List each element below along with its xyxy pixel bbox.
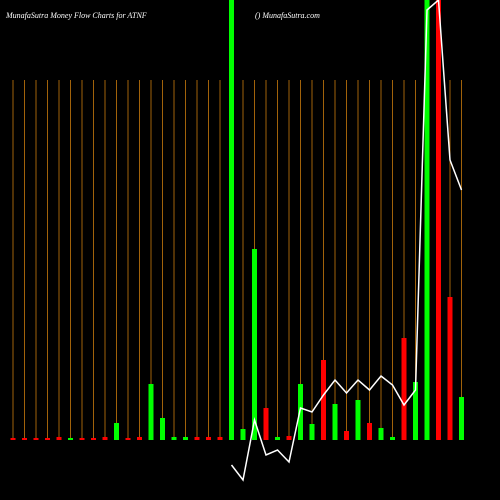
bar (275, 437, 280, 440)
bar (114, 423, 119, 440)
flow-line (230, 0, 463, 482)
bar (286, 436, 292, 440)
bar (33, 438, 39, 440)
bar (137, 437, 142, 440)
bar (45, 438, 50, 440)
bar (298, 384, 303, 440)
bar (148, 384, 154, 440)
bar (263, 408, 269, 440)
chart-subtitle: () MunafaSutra.com (255, 11, 320, 20)
bar (91, 438, 96, 440)
bar (171, 437, 177, 440)
bar (252, 249, 257, 440)
bar (413, 382, 418, 440)
bar (206, 437, 211, 440)
bar (125, 438, 131, 440)
bar (194, 437, 200, 440)
bar (332, 404, 338, 440)
bar (459, 397, 464, 440)
bar (355, 400, 361, 440)
bar (160, 418, 165, 440)
bar (321, 360, 326, 440)
bar (229, 0, 234, 440)
bar (217, 437, 223, 440)
bar (68, 438, 73, 440)
bar (390, 437, 395, 440)
chart-title: MunafaSutra Money Flow Charts for ATNF (5, 11, 147, 20)
bar (22, 438, 27, 440)
bar (401, 338, 407, 440)
bar (436, 0, 441, 440)
bar (10, 438, 16, 440)
bar (240, 429, 246, 440)
bar (367, 423, 372, 440)
bar (56, 437, 62, 440)
bar (102, 437, 108, 440)
bar (447, 297, 453, 440)
bar (309, 424, 315, 440)
bar (378, 428, 384, 440)
bar (183, 437, 188, 440)
bar (424, 0, 430, 440)
bar (79, 438, 85, 440)
bar (344, 431, 349, 440)
